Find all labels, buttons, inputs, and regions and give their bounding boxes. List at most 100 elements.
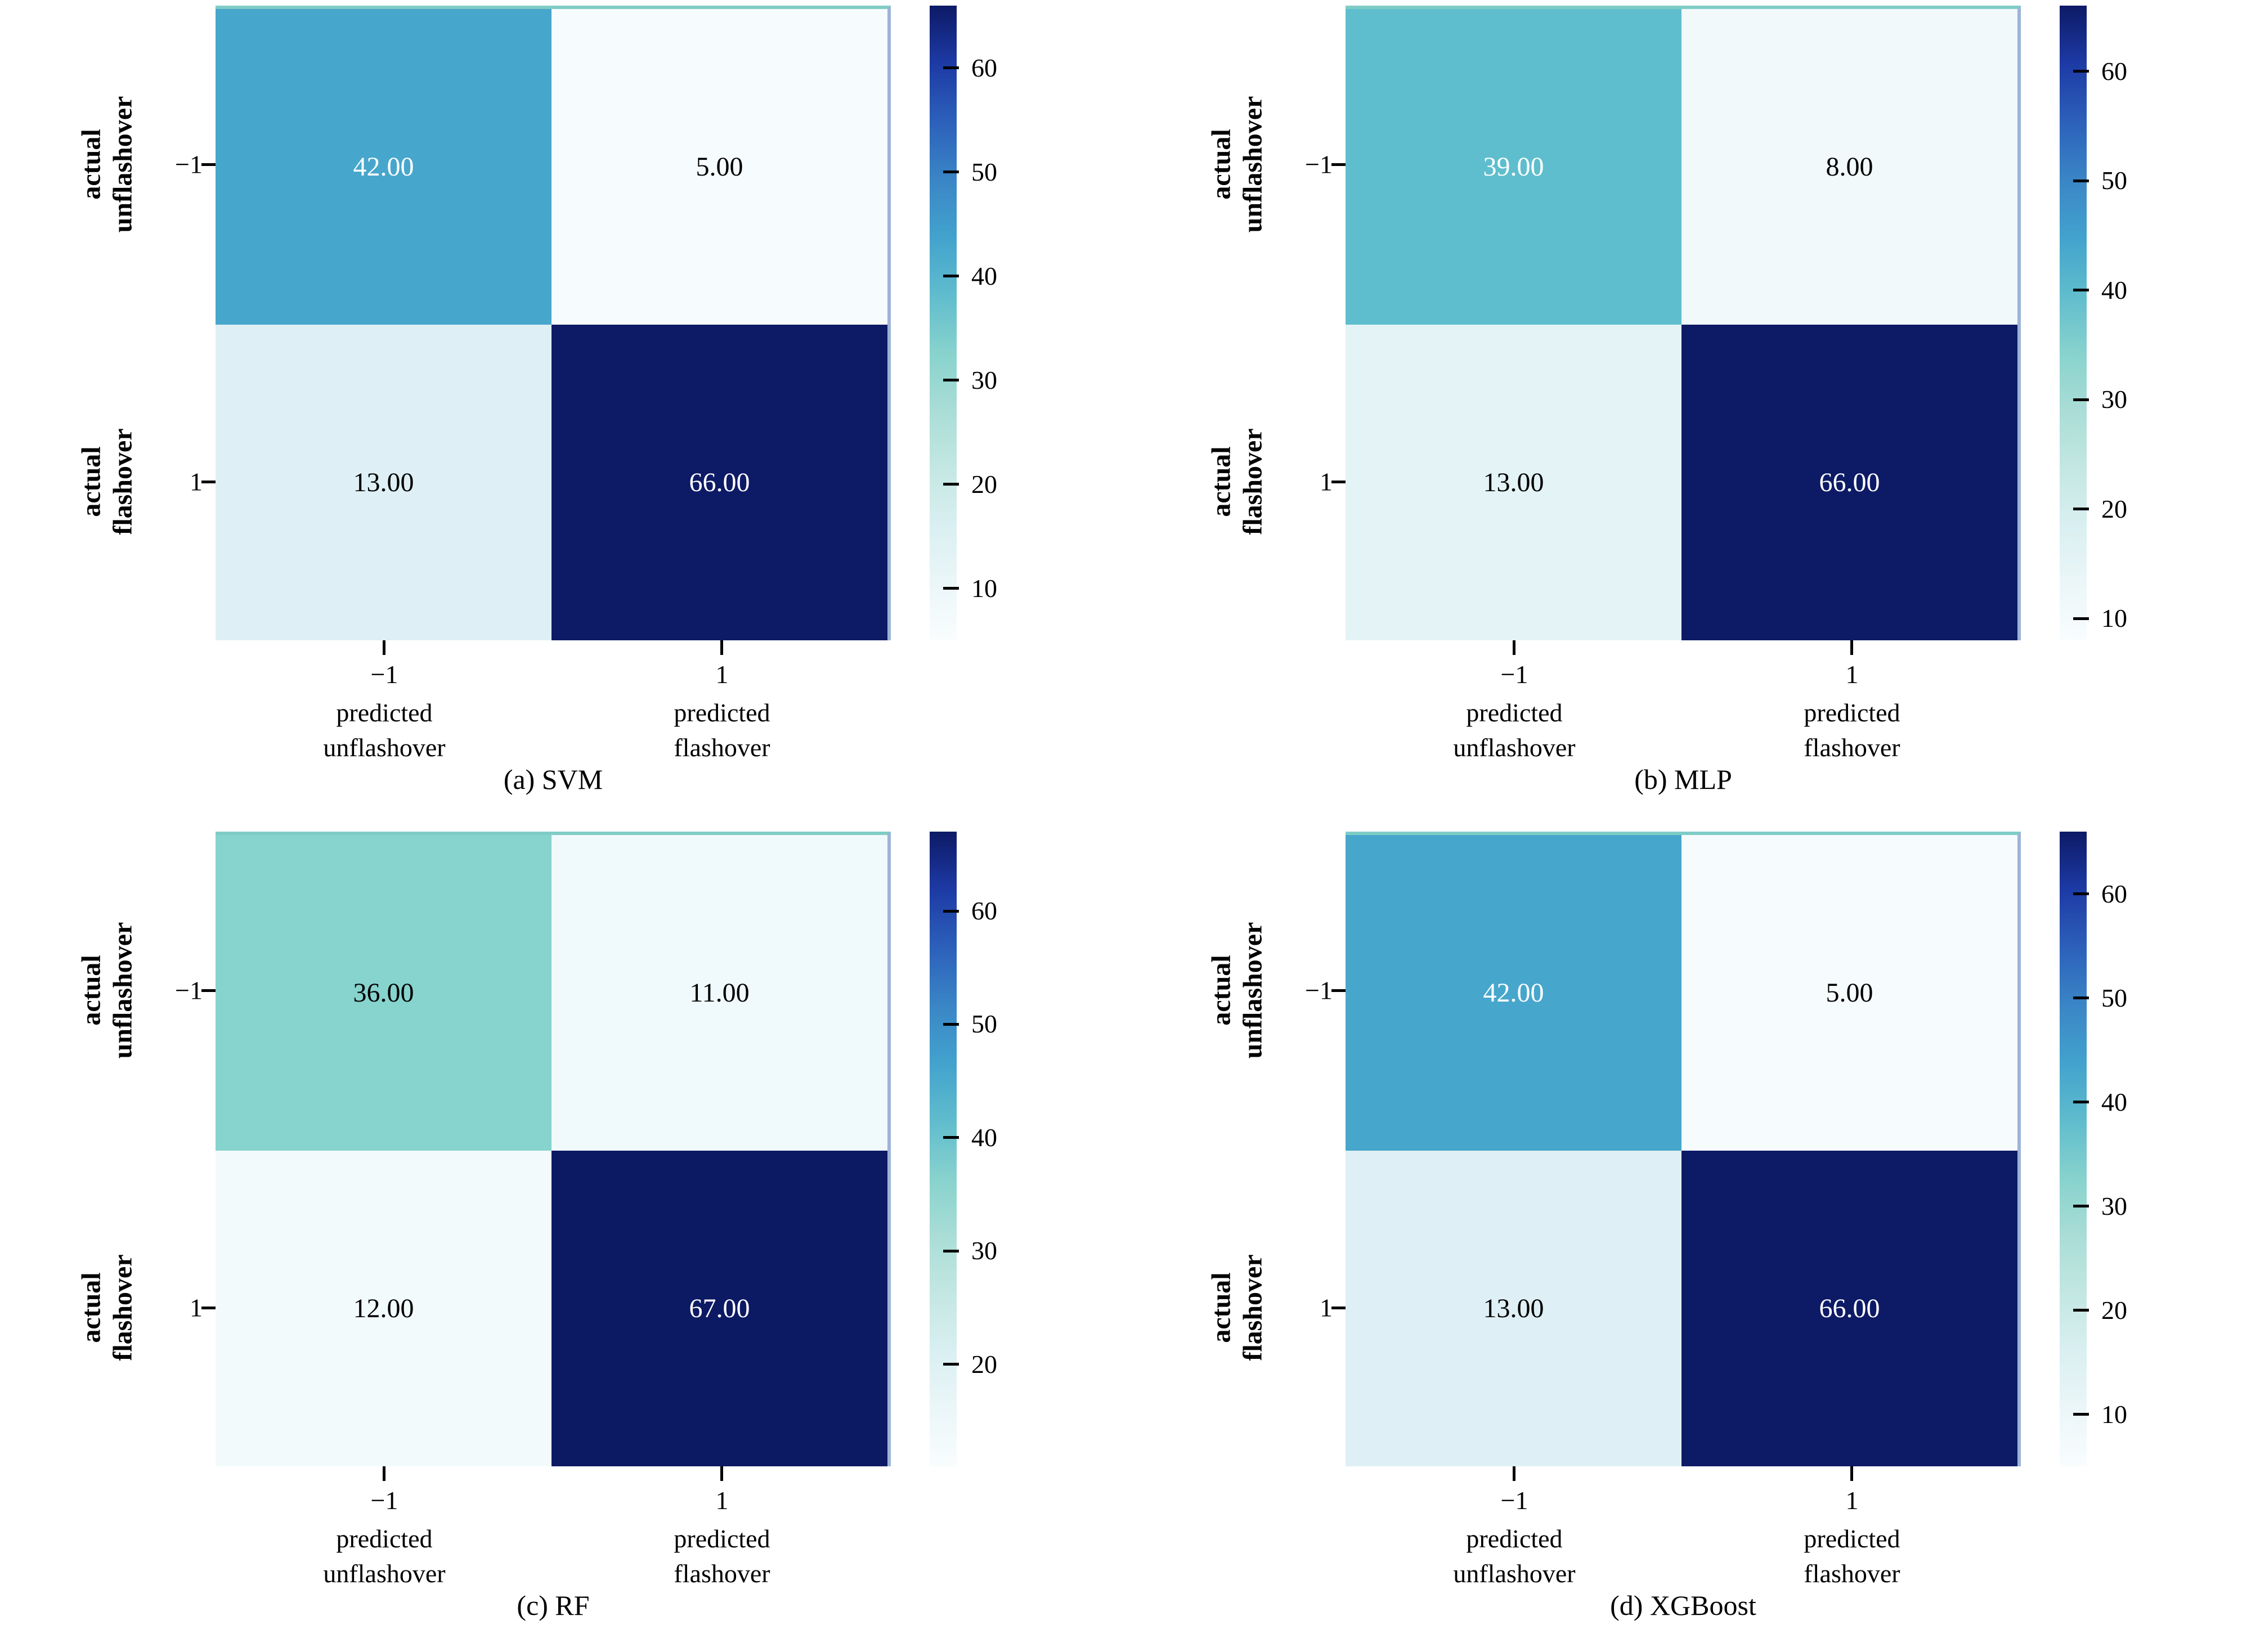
y-tick-mark xyxy=(1331,989,1346,992)
colorbar-tick: 30 xyxy=(943,1238,997,1264)
colorbar-tick-mark xyxy=(943,587,959,590)
colorbar-tick-label: 20 xyxy=(971,469,997,499)
colorbar-tick: 20 xyxy=(2073,496,2127,522)
x-tick-value: −1 xyxy=(1500,660,1528,689)
x-tick-line: predicted xyxy=(336,1524,433,1553)
colorbar-tick-mark xyxy=(2073,892,2089,896)
colorbar-tick-mark xyxy=(943,483,959,486)
y-axis-label-line: actual xyxy=(76,446,106,517)
colorbar-tick-mark xyxy=(943,1022,959,1026)
heatmap-cell-true-negative: 36.00 xyxy=(216,835,551,1151)
y-axis-label-line: actual xyxy=(1206,955,1236,1026)
colorbar-tick: 10 xyxy=(2073,605,2127,631)
colorbar-tick: 30 xyxy=(2073,387,2127,412)
colorbar-tick-label: 40 xyxy=(971,1123,997,1152)
colorbar-tick-label: 60 xyxy=(971,896,997,925)
colorbar-tick-mark xyxy=(943,66,959,70)
x-tick-line: unflashover xyxy=(1453,1559,1576,1588)
y-axis-label-line: actual xyxy=(1206,1272,1236,1343)
x-tick-value: 1 xyxy=(715,660,729,689)
x-tick-mark xyxy=(1513,1466,1515,1481)
colorbar-tick: 40 xyxy=(2073,277,2127,303)
colorbar-tick: 50 xyxy=(943,1011,997,1037)
x-tick-line: flashover xyxy=(1804,733,1900,762)
colorbar-tick-label: 20 xyxy=(2101,494,2127,523)
colorbar-tick-mark xyxy=(943,1363,959,1366)
colorbar-tick: 50 xyxy=(2073,168,2127,194)
colorbar-tick: 30 xyxy=(2073,1193,2127,1219)
colorbar-tick-label: 30 xyxy=(2101,385,2127,414)
heatmap-cell-true-negative: 39.00 xyxy=(1346,9,1681,325)
colorbar-tick: 10 xyxy=(2073,1401,2127,1427)
colorbar-tick-label: 40 xyxy=(971,261,997,290)
heatmap-cell-true-negative: 42.00 xyxy=(1346,835,1681,1151)
confusion-matrix-panel: actual unflashover actual flashover −1 1… xyxy=(1130,826,2260,1652)
x-tick-line: predicted xyxy=(674,698,770,727)
x-tick-label-flashover: 1 predicted flashover xyxy=(553,657,891,765)
colorbar-tick-mark xyxy=(2073,1309,2089,1312)
colorbar-ticks: 60 50 40 30 20 10 xyxy=(2073,6,2259,640)
colorbar-tick: 20 xyxy=(943,1351,997,1377)
y-tick-mark xyxy=(201,989,216,992)
colorbar-tick-mark xyxy=(2073,179,2089,182)
y-tick-label: −1 xyxy=(175,976,203,1005)
colorbar-tick-mark xyxy=(2073,996,2089,1000)
x-tick-label-flashover: 1 predicted flashover xyxy=(553,1483,891,1591)
colorbar-tick-label: 50 xyxy=(971,1009,997,1039)
colorbar-tick: 60 xyxy=(943,898,997,924)
colorbar xyxy=(930,832,957,1466)
colorbar-ticks: 60 50 40 30 20 10 xyxy=(943,6,1129,640)
heatmap-grid: 39.00 8.00 13.00 66.00 xyxy=(1346,6,2021,640)
heatmap-cell-false-negative: 12.00 xyxy=(216,1151,551,1466)
heatmap-grid: 42.00 5.00 13.00 66.00 xyxy=(1346,832,2021,1466)
colorbar-tick-label: 10 xyxy=(2101,604,2127,633)
y-axis-label-line: actual xyxy=(76,1272,106,1343)
colorbar-tick: 40 xyxy=(943,1123,997,1152)
x-tick-line: unflashover xyxy=(323,733,446,762)
subplot-caption: (d) XGBoost xyxy=(1610,1590,1756,1621)
colorbar-tick: 60 xyxy=(2073,58,2127,84)
subplot-caption: (c) RF xyxy=(517,1590,590,1621)
colorbar-tick-label: 50 xyxy=(2101,983,2127,1012)
x-tick-mark xyxy=(1513,640,1515,655)
colorbar-tick: 20 xyxy=(943,469,997,499)
colorbar-tick-label: 30 xyxy=(971,1236,997,1265)
colorbar-tick: 50 xyxy=(2073,985,2127,1011)
y-tick-label: 1 xyxy=(1320,1293,1333,1322)
subplot-caption: (b) MLP xyxy=(1634,764,1732,795)
x-tick-label-unflashover: −1 predicted unflashover xyxy=(1346,1483,1683,1591)
confusion-matrix-panel: actual unflashover actual flashover −1 1… xyxy=(0,826,1130,1652)
colorbar-tick-mark xyxy=(2073,1205,2089,1208)
x-tick-line: flashover xyxy=(1804,1559,1900,1588)
colorbar xyxy=(2060,832,2087,1466)
colorbar-tick: 10 xyxy=(943,575,997,601)
y-tick-label: 1 xyxy=(1320,467,1333,496)
colorbar-tick: 60 xyxy=(2073,881,2127,907)
colorbar-tick-mark xyxy=(2073,398,2089,401)
colorbar-tick: 60 xyxy=(943,55,997,81)
colorbar-tick: 40 xyxy=(2073,1089,2127,1115)
x-tick-line: flashover xyxy=(674,733,770,762)
x-tick-value: 1 xyxy=(1845,1486,1859,1515)
x-tick-value: −1 xyxy=(370,1486,398,1515)
colorbar-tick-mark xyxy=(943,909,959,913)
colorbar-tick-mark xyxy=(943,275,959,278)
x-tick-value: −1 xyxy=(1500,1486,1528,1515)
x-tick-label-flashover: 1 predicted flashover xyxy=(1683,1483,2021,1591)
colorbar-tick-mark xyxy=(2073,1101,2089,1104)
heatmap-grid: 36.00 11.00 12.00 67.00 xyxy=(216,832,891,1466)
colorbar-tick-mark xyxy=(2073,70,2089,73)
confusion-matrix-panel: actual unflashover actual flashover −1 1… xyxy=(1130,0,2260,826)
heatmap-cell-false-negative: 13.00 xyxy=(216,325,551,640)
x-tick-label-unflashover: −1 predicted unflashover xyxy=(216,657,553,765)
colorbar-tick-mark xyxy=(2073,1413,2089,1416)
y-tick-mark xyxy=(1331,481,1346,483)
heatmap-cell-false-positive: 8.00 xyxy=(1681,9,2017,325)
colorbar xyxy=(930,6,957,640)
colorbar-tick-mark xyxy=(2073,508,2089,511)
x-tick-line: unflashover xyxy=(323,1559,446,1588)
colorbar-tick: 20 xyxy=(2073,1297,2127,1323)
x-tick-line: predicted xyxy=(1466,698,1563,727)
colorbar-ticks: 60 50 40 30 20 xyxy=(943,832,1129,1466)
